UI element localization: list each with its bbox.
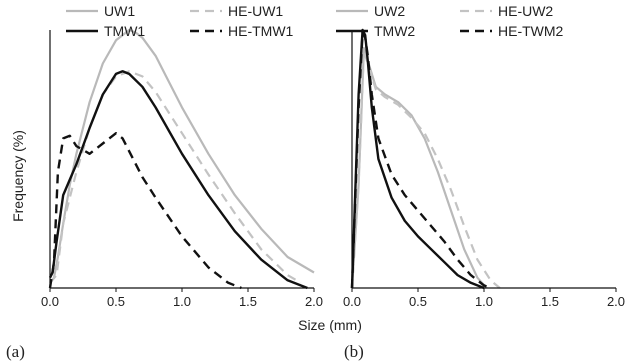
- series-line-he-tmw1: [48, 132, 242, 290]
- x-tick-label: 1.5: [541, 294, 559, 309]
- x-tick-label: 1.0: [475, 294, 493, 309]
- x-tick-label: 0.0: [41, 294, 59, 309]
- x-tick-label: 0.0: [343, 294, 361, 309]
- chart-panel-b: 0.0 0.5 1.0 1.5 2.0 UW2 HE-UW2 TMW2 HE-TWM2: [336, 3, 625, 309]
- legend-label-he-tmw1: HE-TMW1: [228, 23, 294, 39]
- series-line-uw1: [49, 28, 315, 284]
- legend-label-tmw2: TMW2: [374, 23, 415, 39]
- series-line-uw2: [350, 47, 488, 289]
- x-tick-label: 1.5: [239, 294, 257, 309]
- x-tick-label: 1.0: [173, 294, 191, 309]
- y-axis-label: Frequency (%): [10, 130, 26, 222]
- plot-area-a: [48, 28, 315, 290]
- series-line-he-twm2: [350, 31, 492, 290]
- axes-b: 0.0 0.5 1.0 1.5 2.0: [343, 30, 625, 309]
- legend-b: UW2 HE-UW2 TMW2 HE-TWM2: [336, 3, 564, 39]
- legend-label-uw1: UW1: [104, 3, 135, 19]
- chart-panel-a: 0.0 0.5 1.0 1.5 2.0 UW1 HE-UW1 TMW1 HE-TMW1: [41, 3, 323, 309]
- legend-label-he-twm2: HE-TWM2: [498, 23, 564, 39]
- series-line-he-uw1: [49, 70, 302, 284]
- panel-label-a: (a): [6, 342, 25, 361]
- x-tick-label: 2.0: [607, 294, 625, 309]
- legend-label-uw2: UW2: [374, 3, 405, 19]
- legend-label-he-uw2: HE-UW2: [498, 3, 553, 19]
- plot-area-b: [350, 28, 501, 290]
- x-tick-label: 0.5: [107, 294, 125, 309]
- axes-a: 0.0 0.5 1.0 1.5 2.0: [41, 30, 323, 309]
- legend-a: UW1 HE-UW1 TMW1 HE-TMW1: [66, 3, 294, 39]
- series-line-tmw1: [48, 70, 308, 290]
- x-tick-label: 2.0: [305, 294, 323, 309]
- panel-label-b: (b): [344, 342, 364, 361]
- series-line-he-uw2: [350, 49, 501, 289]
- legend-label-tmw1: TMW1: [104, 23, 145, 39]
- legend-label-he-uw1: HE-UW1: [228, 3, 283, 19]
- x-tick-label: 0.5: [409, 294, 427, 309]
- x-axis-label: Size (mm): [298, 317, 362, 333]
